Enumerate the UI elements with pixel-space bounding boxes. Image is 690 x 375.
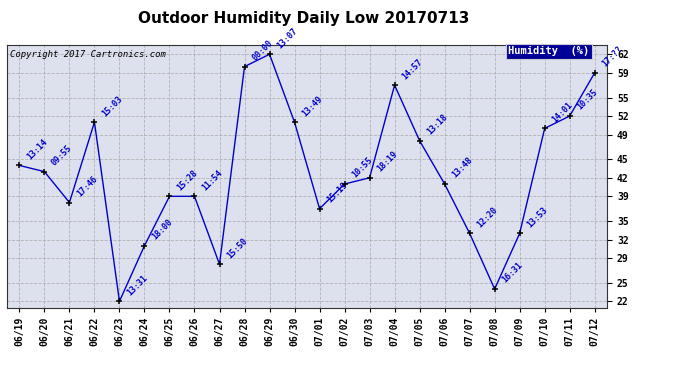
Text: 18:00: 18:00 [150,217,174,242]
Text: 13:53: 13:53 [525,205,549,229]
Text: 13:14: 13:14 [25,137,49,161]
Text: 00:00: 00:00 [250,38,274,63]
Text: 14:57: 14:57 [400,57,424,81]
Text: 13:07: 13:07 [275,26,299,50]
Text: 17:46: 17:46 [75,174,99,198]
Text: 09:55: 09:55 [50,143,74,168]
Text: 10:55: 10:55 [350,156,374,180]
Text: 13:49: 13:49 [300,94,324,118]
Text: 13:18: 13:18 [425,112,449,136]
Text: 14:01: 14:01 [550,100,574,124]
Text: 15:19: 15:19 [325,180,349,204]
Text: 15:28: 15:28 [175,168,199,192]
Text: Outdoor Humidity Daily Low 20170713: Outdoor Humidity Daily Low 20170713 [138,11,469,26]
Text: 12:20: 12:20 [475,205,500,229]
Text: Copyright 2017 Cartronics.com: Copyright 2017 Cartronics.com [10,50,166,59]
Text: 18:19: 18:19 [375,150,400,174]
Text: 15:50: 15:50 [225,236,249,260]
Text: 13:31: 13:31 [125,273,149,297]
Text: 10:35: 10:35 [575,88,600,112]
Text: 16:31: 16:31 [500,261,524,285]
Text: 11:54: 11:54 [200,168,224,192]
Text: 15:03: 15:03 [100,94,124,118]
Text: 17:??: 17:?? [600,45,624,69]
Text: Humidity  (%): Humidity (%) [508,46,589,56]
Text: 13:48: 13:48 [450,156,474,180]
